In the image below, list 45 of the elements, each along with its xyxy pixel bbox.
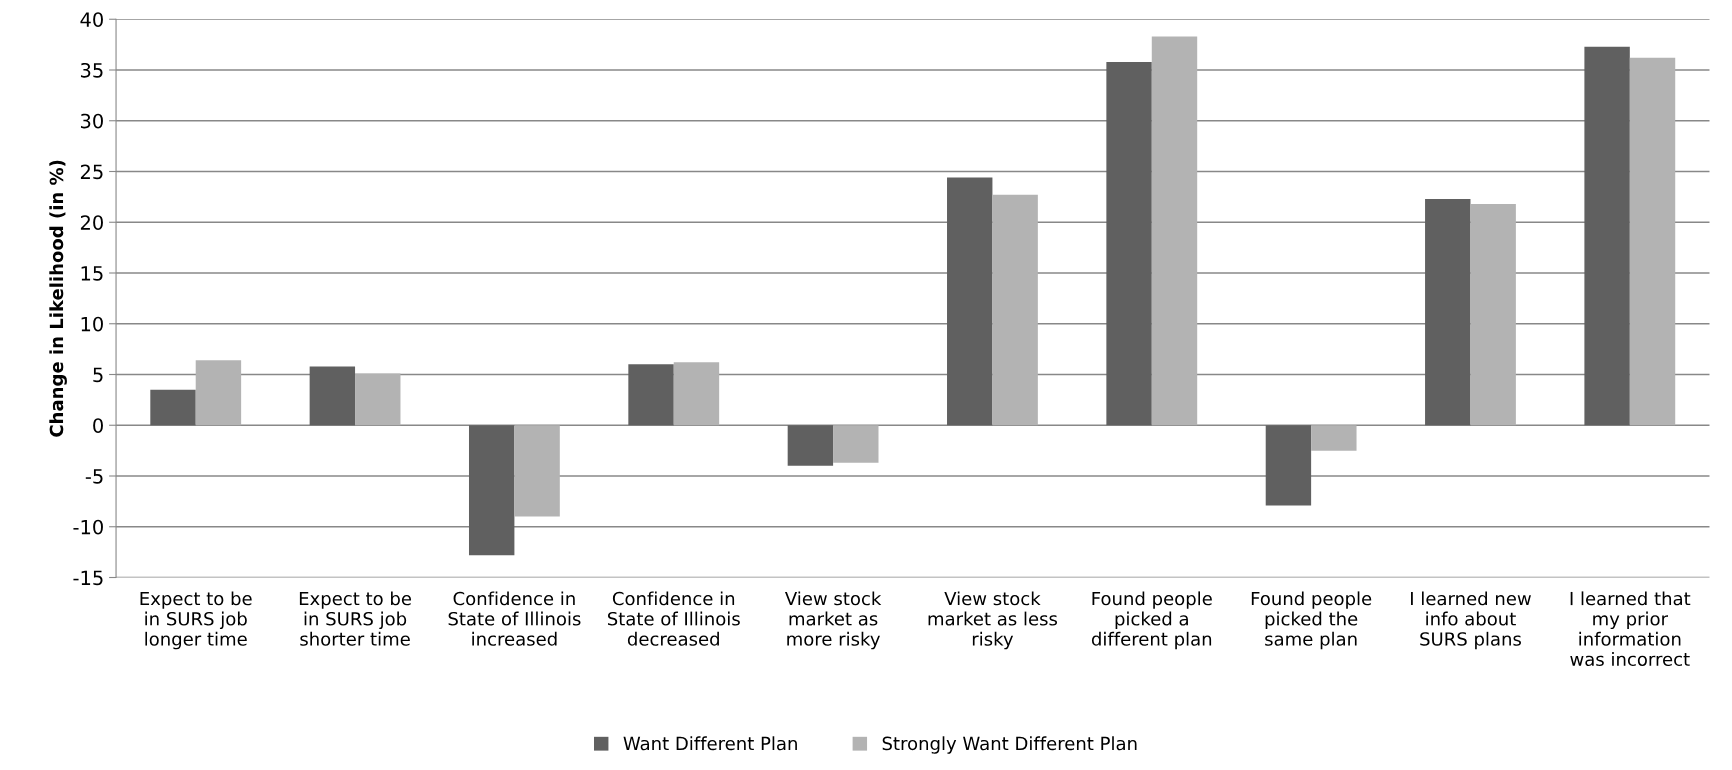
y-tick-label: 0	[93, 418, 103, 433]
y-tick-label: 25	[80, 164, 103, 180]
y-tick-label: -5	[85, 469, 103, 484]
x-tick-label: View stock market as less risky	[928, 591, 1058, 650]
y-tick-label: -15	[73, 570, 103, 586]
y-tick-label: -10	[73, 519, 103, 535]
bar	[1265, 425, 1312, 506]
bar	[1629, 57, 1676, 426]
bar	[1425, 198, 1471, 426]
legend-label: Strongly Want Different Plan	[882, 736, 1137, 754]
bar	[833, 425, 879, 463]
y-tick-label: 40	[80, 12, 103, 27]
bar	[947, 177, 993, 426]
x-tick-label: Found people picked a different plan	[1091, 591, 1212, 650]
bar	[355, 373, 401, 426]
bar	[1151, 36, 1198, 426]
x-tick-label: Found people picked the same plan	[1251, 591, 1372, 650]
bar	[992, 194, 1038, 426]
x-tick-label: Expect to be in SURS job shorter time	[299, 591, 412, 646]
y-tick-label: 35	[80, 62, 103, 78]
bar	[468, 425, 515, 556]
bar	[1106, 61, 1152, 426]
bar	[514, 425, 560, 517]
bar	[150, 389, 196, 426]
bar	[673, 362, 720, 426]
y-axis-title: Change in Likelihood (in %)	[49, 160, 67, 437]
bar	[195, 360, 242, 426]
bar	[309, 366, 356, 426]
y-tick-label: 30	[80, 113, 103, 129]
y-tick-label: 20	[80, 215, 103, 230]
bar	[1311, 425, 1357, 451]
x-tick-label: Expect to be in SURS job longer time	[140, 591, 252, 650]
bar	[628, 364, 674, 426]
x-tick-label: Confidence in State of Illinois increased	[448, 591, 581, 646]
y-tick-label: 10	[81, 316, 103, 332]
legend-label: Want Different Plan	[623, 736, 797, 751]
bar	[1584, 46, 1630, 426]
y-tick-label: 15	[81, 266, 103, 281]
x-tick-label: I learned new info about SURS plans	[1411, 591, 1531, 650]
y-tick-label: 5	[93, 367, 103, 383]
x-tick-label: View stock market as more risky	[784, 591, 882, 650]
bar	[1470, 203, 1516, 426]
x-tick-label: I learned that my prior information was incorrect	[1570, 591, 1691, 667]
x-tick-label: Confidence in State of Illinois decreased	[607, 591, 740, 646]
bar	[787, 425, 834, 466]
